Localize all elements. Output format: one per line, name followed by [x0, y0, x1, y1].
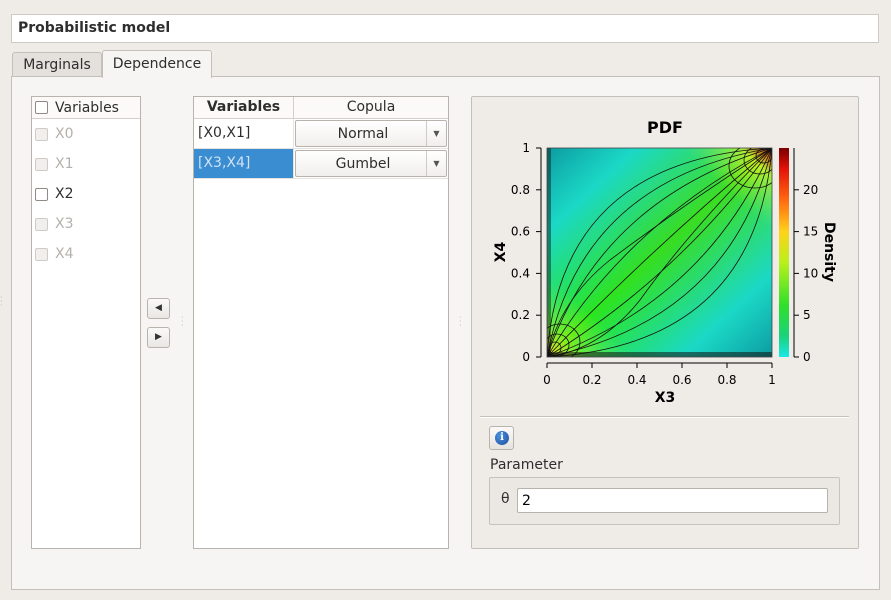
variable-item-x2[interactable]: X2 [32, 179, 140, 209]
edge-contours-bottom [547, 352, 772, 357]
variable-item-x4: X4 [32, 239, 140, 269]
variables-header-label: Variables [55, 99, 119, 116]
x-tick-label: 0.8 [717, 373, 736, 387]
x-axis-label: X3 [655, 390, 676, 406]
y-tick-label: 0 [522, 350, 530, 364]
x-tick-label: 1 [768, 373, 776, 387]
copula-table-header: Variables Copula [194, 97, 448, 119]
table-row[interactable]: [X3,X4] Gumbel ▼ [194, 149, 448, 179]
heatmap-area [547, 148, 772, 357]
x-tick-label: 0 [543, 373, 551, 387]
x-tick-label: 0.2 [582, 373, 601, 387]
plot-title: PDF [647, 118, 683, 137]
page-title: Probabilistic model [11, 14, 879, 43]
variable-label: X0 [55, 126, 74, 142]
theta-label: θ [501, 491, 510, 507]
column-header-copula[interactable]: Copula [346, 99, 396, 115]
cell-variables[interactable]: [X0,X1] [194, 119, 294, 148]
variable-checkbox-x0 [35, 127, 48, 141]
contour-lines [547, 148, 772, 357]
variable-label: X4 [55, 246, 74, 262]
copula-table: Variables Copula [X0,X1] Normal ▼ [X3,X4… [193, 96, 449, 549]
colorbar [779, 148, 789, 357]
splitter-handle[interactable]: · · · [181, 313, 184, 330]
cell-variables[interactable]: [X3,X4] [194, 149, 294, 178]
edge-contours-left [547, 148, 551, 357]
y-axis-label: X4 [493, 241, 509, 262]
variable-label: X3 [55, 216, 74, 232]
cell-copula: Gumbel ▼ [294, 149, 448, 178]
variables-list-header: Variables [32, 97, 140, 119]
parameter-label: Parameter [490, 457, 563, 473]
copula-select[interactable]: Normal ▼ [295, 120, 447, 147]
variable-checkbox-x3 [35, 217, 48, 231]
splitter-handle[interactable]: · · · [459, 313, 462, 330]
colorbar-tick-label: 20 [803, 183, 818, 197]
chevron-down-icon[interactable]: ▼ [426, 151, 446, 176]
colorbar-tick-label: 0 [803, 350, 811, 364]
select-all-checkbox[interactable] [35, 101, 48, 114]
chevron-down-icon[interactable]: ▼ [426, 121, 446, 146]
colorbar-tick-label: 15 [803, 225, 818, 239]
table-row[interactable]: [X0,X1] Normal ▼ [194, 119, 448, 149]
variable-item-x3: X3 [32, 209, 140, 239]
copula-select-value: Gumbel [335, 155, 391, 172]
move-right-button[interactable]: ▶ [147, 327, 170, 348]
plot-frame [546, 147, 773, 358]
x-tick-label: 0.4 [627, 373, 646, 387]
variable-checkbox-x2[interactable] [35, 187, 48, 201]
y-tick-label: 0.2 [511, 308, 530, 322]
y-tick-label: 0.4 [511, 266, 530, 280]
tab-marginals[interactable]: Marginals [12, 52, 102, 77]
copula-select-value: Normal [337, 125, 389, 142]
move-left-button[interactable]: ◀ [147, 298, 170, 319]
y-ticks: 0 0.2 0.4 0.6 0.8 1 [511, 141, 541, 364]
colorbar-label: Density [821, 222, 837, 282]
variable-item-x0: X0 [32, 119, 140, 149]
theta-input[interactable] [517, 488, 828, 513]
y-tick-label: 1 [522, 141, 530, 155]
copula-select[interactable]: Gumbel ▼ [295, 150, 447, 177]
variable-checkbox-x1 [35, 157, 48, 171]
cell-copula: Normal ▼ [294, 119, 448, 148]
splitter-handle[interactable]: · · · [0, 293, 3, 310]
colorbar-ticks: 0 5 10 15 20 [794, 183, 818, 364]
column-header-variables[interactable]: Variables [194, 97, 294, 118]
colorbar-tick-label: 10 [803, 266, 818, 280]
tab-dependence[interactable]: Dependence [102, 50, 212, 78]
heatmap-shade [547, 148, 772, 357]
divider [480, 416, 849, 418]
variable-label: X2 [55, 186, 74, 202]
y-tick-label: 0.8 [511, 183, 530, 197]
variables-list: Variables X0 X1 X2 X3 X4 [31, 96, 141, 549]
variable-label: X1 [55, 156, 74, 172]
info-button[interactable]: i [489, 426, 514, 450]
variable-checkbox-x4 [35, 247, 48, 261]
colorbar-tick-label: 5 [803, 308, 811, 322]
x-ticks: 0 0.2 0.4 0.6 0.8 1 [543, 363, 776, 387]
info-icon: i [495, 431, 509, 445]
y-tick-label: 0.6 [511, 225, 530, 239]
variable-item-x1: X1 [32, 149, 140, 179]
x-tick-label: 0.6 [672, 373, 691, 387]
